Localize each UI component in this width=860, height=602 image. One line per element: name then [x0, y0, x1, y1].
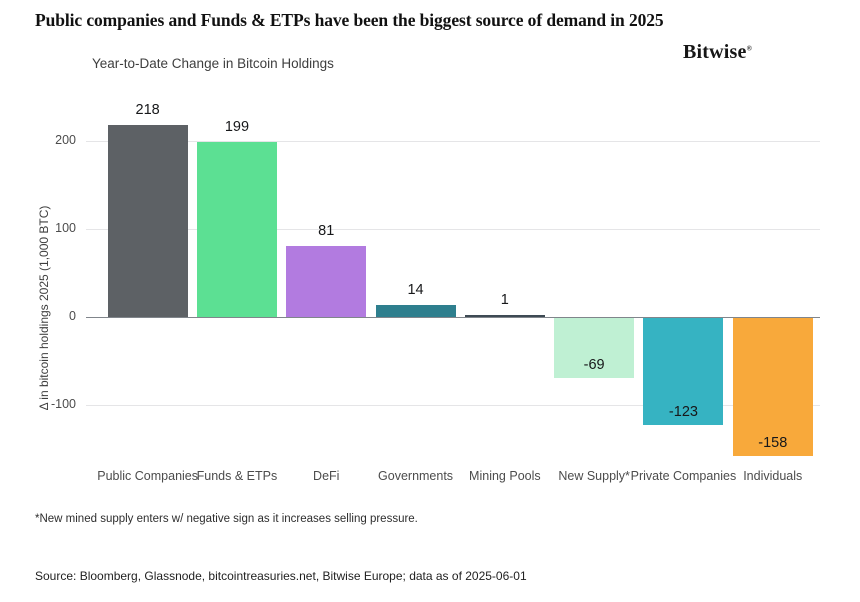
- zero-axis-line: [86, 316, 820, 318]
- bar-value-label: -69: [583, 356, 605, 373]
- registered-mark-icon: ®: [746, 44, 753, 53]
- bar: [196, 141, 277, 317]
- gridline: [86, 141, 820, 142]
- source-note: Source: Bloomberg, Glassnode, bitcointre…: [35, 569, 527, 583]
- chart-title: Year-to-Date Change in Bitcoin Holdings: [92, 56, 334, 71]
- x-tick-label: Individuals: [743, 469, 803, 483]
- x-tick-label: Governments: [378, 469, 454, 483]
- bar: [732, 317, 813, 457]
- x-tick-label: Funds & ETPs: [196, 469, 278, 483]
- gridline: [86, 405, 820, 406]
- bar-value-label: 218: [135, 102, 160, 119]
- bar: [107, 125, 188, 317]
- bar-value-label: -123: [668, 404, 698, 421]
- bitwise-logo: Bitwise®: [683, 41, 752, 64]
- bar-value-label: 1: [500, 292, 509, 308]
- bar-value-label: 199: [224, 118, 250, 135]
- footnote: *New mined supply enters w/ negative sig…: [35, 513, 418, 525]
- x-tick-label: Public Companies: [97, 469, 199, 483]
- y-tick-label: 200: [55, 133, 76, 147]
- x-tick-label: Mining Pools: [469, 469, 541, 483]
- x-tick-label: DeFi: [313, 469, 340, 483]
- bar-value-label: 81: [318, 222, 335, 239]
- chart-headline: Public companies and Funds & ETPs have b…: [35, 10, 664, 30]
- bar: [464, 315, 545, 317]
- x-tick-label: New Supply*: [558, 469, 630, 483]
- x-tick-label: Private Companies: [630, 469, 737, 483]
- bar-value-label: 14: [407, 281, 424, 298]
- bar-value-label: -158: [758, 435, 788, 452]
- bar: [554, 317, 635, 378]
- y-tick-label: 100: [55, 221, 76, 235]
- bar: [375, 304, 456, 317]
- y-tick-label: -100: [50, 397, 76, 411]
- bitwise-logo-text: Bitwise: [683, 41, 747, 63]
- y-tick-label: 0: [69, 309, 76, 323]
- bar: [643, 317, 724, 426]
- bar: [286, 245, 367, 317]
- gridline: [86, 229, 820, 230]
